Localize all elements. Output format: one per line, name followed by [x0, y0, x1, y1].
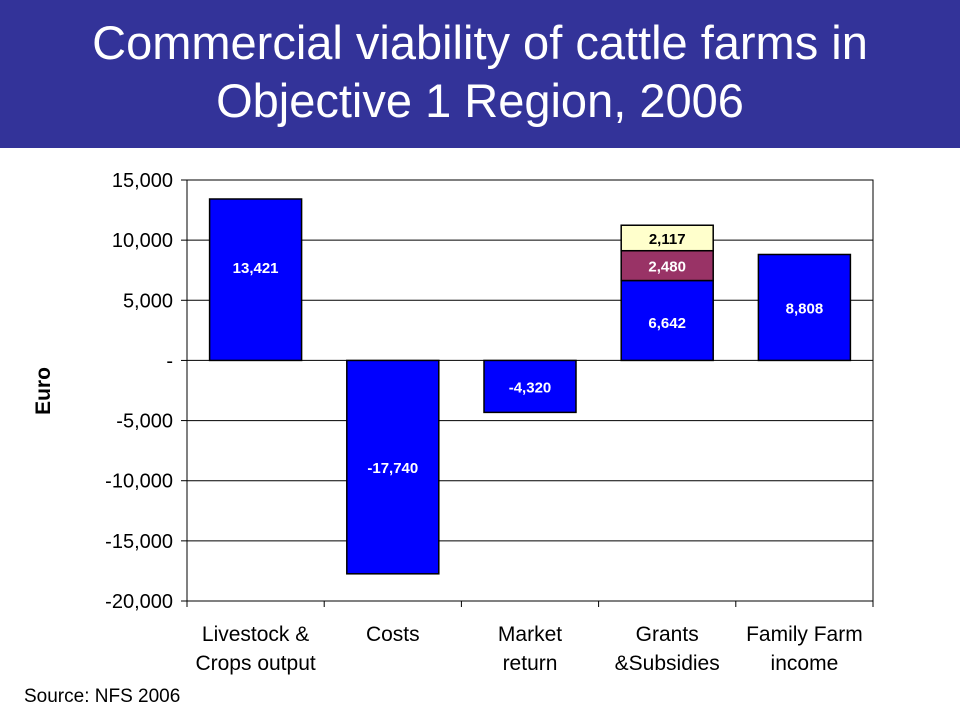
bar-segment: [208, 198, 303, 362]
y-tick-label: -5,000: [116, 411, 173, 433]
x-category-label: Market: [498, 623, 562, 646]
y-tick-label: -: [166, 350, 173, 372]
x-category-label: Grants: [636, 623, 699, 646]
bar-segment: [483, 359, 577, 414]
bar-segment: [346, 359, 440, 575]
bar-segment: [757, 253, 852, 362]
x-category-label: Family Farm: [746, 623, 863, 646]
bar-data-label: 13,421: [233, 260, 279, 277]
x-category-label: return: [503, 652, 558, 675]
source-note: Source: NFS 2006: [24, 686, 181, 707]
y-axis-title: Euro: [32, 367, 55, 415]
bar-segment: [620, 249, 714, 282]
y-tick-label: -15,000: [105, 531, 173, 553]
slide-title: Commercial viability of cattle farms in …: [0, 14, 960, 130]
bar-data-label: -4,320: [509, 379, 552, 396]
y-tick-label: -10,000: [105, 471, 173, 493]
y-tick-label: 15,000: [112, 170, 173, 192]
title-bar: [0, 0, 960, 148]
x-category-label: Crops output: [195, 652, 315, 675]
y-tick-label: 10,000: [112, 230, 173, 252]
bar-data-label: 2,117: [649, 231, 686, 248]
bar-data-label: -17,740: [367, 460, 418, 477]
x-category-label: Livestock &: [202, 623, 309, 646]
bar-data-label: 8,808: [786, 300, 824, 317]
bar-data-label: 6,642: [648, 315, 686, 332]
plot-area: [186, 179, 874, 602]
y-tick-label: -20,000: [105, 591, 173, 613]
slide-title-line-1: Commercial viability of cattle farms in: [92, 16, 868, 69]
x-category-label: Costs: [366, 623, 420, 646]
bar-segment: [620, 224, 714, 252]
x-category-label: income: [771, 652, 839, 675]
bar-data-label: 2,480: [648, 259, 686, 276]
x-category-label: &Subsidies: [615, 652, 720, 675]
slide-title-line-2: Objective 1 Region, 2006: [216, 74, 744, 127]
y-tick-label: 5,000: [123, 290, 173, 312]
bar-segment: [620, 279, 714, 362]
